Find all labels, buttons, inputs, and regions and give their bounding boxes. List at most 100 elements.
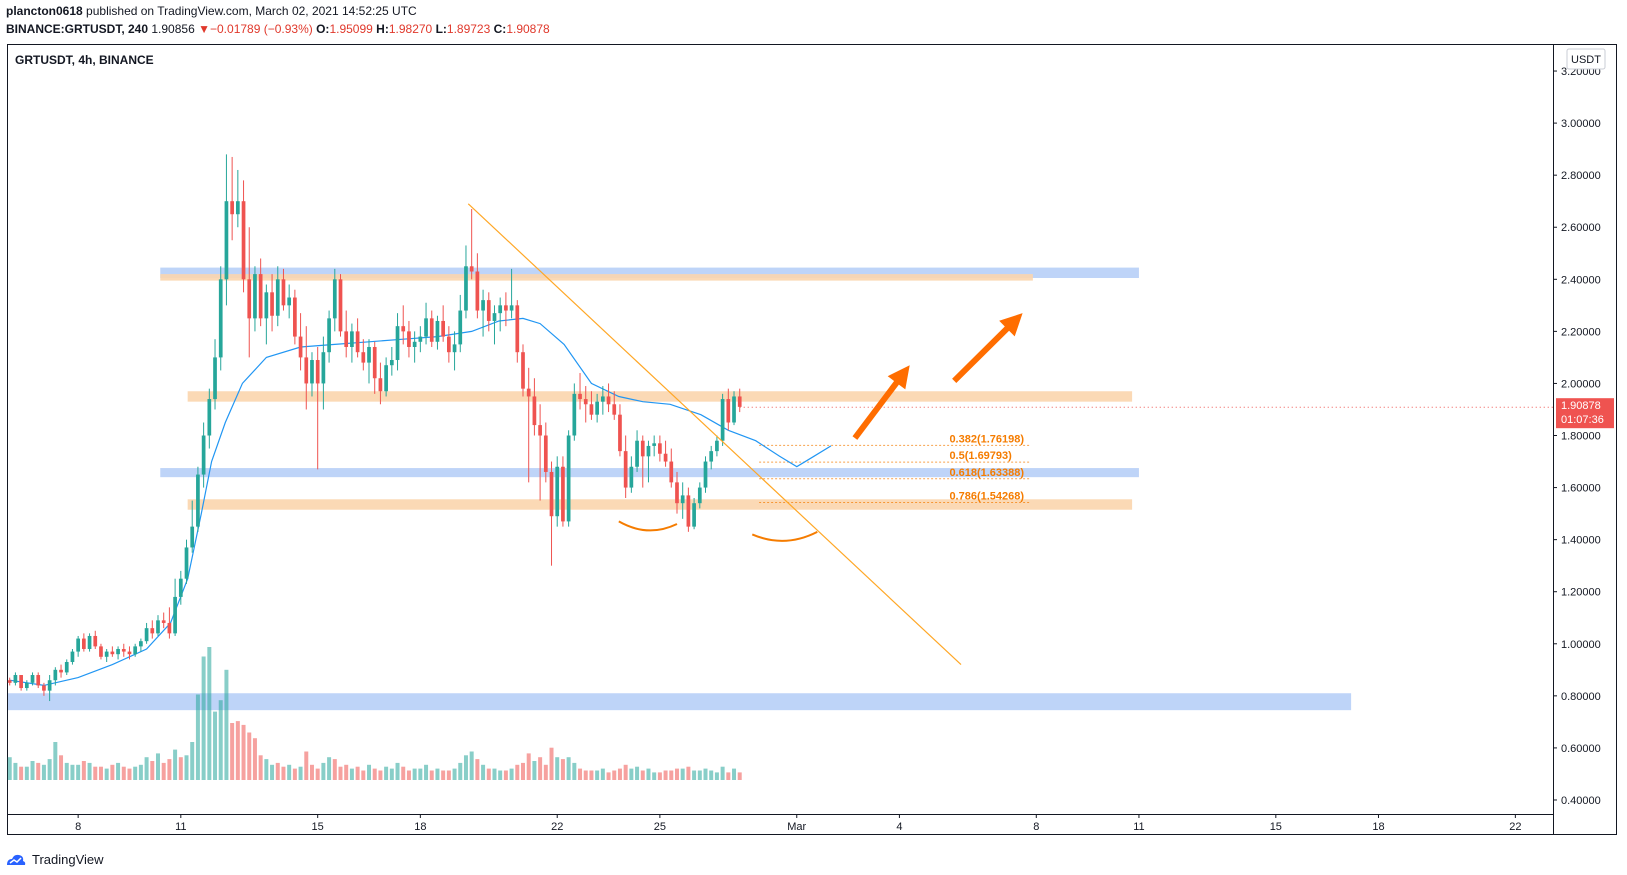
volume-bar <box>389 768 394 780</box>
candle-body <box>104 651 109 657</box>
volume-bar <box>201 656 206 780</box>
candle-body <box>720 399 725 441</box>
candle-body <box>521 352 525 389</box>
candle-body <box>241 201 246 280</box>
candle-body <box>53 669 58 681</box>
candle <box>275 266 280 327</box>
resistance-zone-orange <box>160 274 1033 281</box>
candle-body <box>498 305 503 314</box>
time-axis: 8 11 15 18 22 25 Mar 4 8 11 15 18 22 <box>75 814 1521 833</box>
candle-body <box>247 279 252 319</box>
candle-body <box>441 320 446 337</box>
candle <box>293 289 297 345</box>
footer-brand[interactable]: TradingView <box>6 852 104 867</box>
volume-bar <box>161 762 166 780</box>
candle <box>521 344 525 397</box>
candle-body <box>30 675 35 683</box>
volume-bar <box>213 711 218 780</box>
volume-bar <box>235 721 240 780</box>
candle-body <box>424 318 428 337</box>
support-zone-blue <box>160 267 1139 279</box>
currency-button[interactable]: USDT <box>1566 48 1606 70</box>
candle <box>230 156 234 241</box>
resistance-zone-orange <box>187 499 1133 510</box>
candle <box>59 664 63 678</box>
last-price-tag-value: 1.90878 <box>1561 400 1601 412</box>
price-tick-label: 0.80000 <box>1561 691 1601 703</box>
candle-body <box>555 466 560 517</box>
candle-body <box>504 305 508 311</box>
volume-bar <box>367 764 372 780</box>
volume-bar <box>64 762 69 780</box>
candle <box>652 435 657 457</box>
candle-body <box>452 344 457 353</box>
volume-bar <box>640 770 645 780</box>
price-axis-divider <box>1553 44 1554 835</box>
fib-layer: 0.382(1.76198) 0.5(1.69793) 0.618(1.63388)… <box>759 433 1030 503</box>
volume-bar <box>406 770 411 780</box>
candle-body <box>161 620 166 623</box>
support-zone-blue <box>8 693 1352 711</box>
volume-bar <box>697 770 702 780</box>
volume-bar <box>657 772 662 780</box>
price-tick-label: 3.00000 <box>1561 118 1601 130</box>
volume-bar <box>629 768 634 780</box>
candle-body <box>606 396 611 405</box>
volume-bar <box>600 768 605 780</box>
candle-body <box>623 451 628 488</box>
candle-body <box>270 292 274 316</box>
candle-body <box>646 445 651 457</box>
candle <box>281 268 286 311</box>
candle <box>258 258 263 327</box>
open-label: O: <box>316 22 330 36</box>
candle <box>287 284 292 319</box>
candle <box>116 646 120 660</box>
price-tick-label: 1.80000 <box>1561 431 1601 443</box>
tradingview-logo-icon <box>7 854 26 865</box>
candle <box>201 422 206 488</box>
candle-body <box>389 360 394 366</box>
candle-body <box>447 336 451 353</box>
author-name[interactable]: plancton0618 <box>6 4 83 18</box>
candle <box>196 466 200 532</box>
symbol-info-line: BINANCE:GRTUSDT, 240 1.90856 ▼−0.01789 (… <box>6 22 550 36</box>
candle-body <box>669 461 674 483</box>
time-tick-label: 8 <box>75 821 81 833</box>
candle <box>224 154 229 306</box>
candle <box>76 635 81 657</box>
volume-bar <box>441 770 446 780</box>
candle <box>361 339 366 371</box>
volume-bar <box>121 766 126 780</box>
candle <box>241 180 246 293</box>
candle <box>618 404 622 457</box>
volume-bar <box>275 762 280 780</box>
candle <box>686 487 691 532</box>
candle <box>612 391 617 420</box>
volume-bar <box>503 770 508 780</box>
volume-bar <box>98 766 103 780</box>
candle <box>372 341 377 394</box>
candle <box>646 440 651 483</box>
volume-bar <box>532 761 537 780</box>
volume-bar <box>327 757 332 780</box>
candle-body <box>509 305 514 311</box>
candle <box>429 310 434 347</box>
candle-body <box>595 401 599 415</box>
candle-body <box>156 620 160 634</box>
candle-body <box>230 201 234 215</box>
candle <box>469 209 474 280</box>
volume-bar <box>13 762 18 780</box>
volume-bar <box>315 768 320 780</box>
bottom-arc <box>618 520 678 532</box>
volume-bar <box>543 764 548 780</box>
candle-body <box>675 482 679 504</box>
price-tick-label: 2.80000 <box>1561 170 1601 182</box>
price-tick-label: 1.40000 <box>1561 535 1601 547</box>
low-value: 1.89723 <box>446 22 491 36</box>
volume-bar <box>47 759 52 780</box>
volume-bar <box>332 759 337 780</box>
candle-body <box>429 318 434 342</box>
candle <box>167 607 172 639</box>
candle <box>526 367 531 483</box>
